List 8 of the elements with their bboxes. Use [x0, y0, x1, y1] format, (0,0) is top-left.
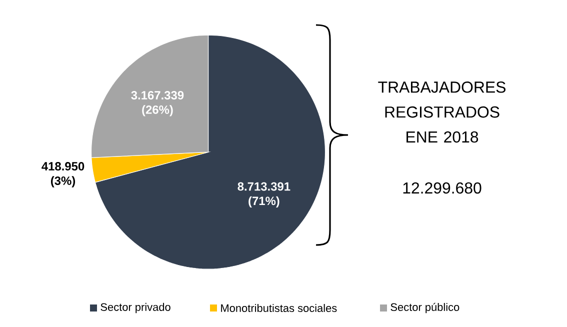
data-label: 8.713.391 (71%)	[238, 182, 290, 208]
text: TRABAJADORES REGISTRADOS ENE 2018	[378, 82, 506, 143]
legend-label: Sector privado	[100, 302, 170, 314]
text: 12.299.680	[403, 182, 482, 194]
legend-label: Monotributistas sociales	[221, 304, 337, 312]
legend-label: Sector público	[390, 302, 460, 314]
data-label: 418.950 (3%)	[42, 162, 84, 188]
data-label: 3.167.339 (26%)	[131, 91, 184, 116]
